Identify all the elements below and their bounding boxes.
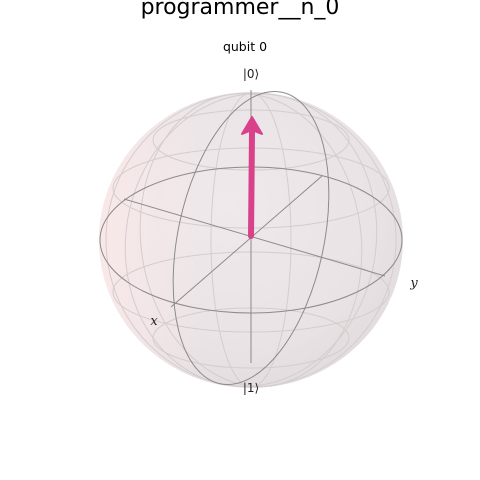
qubit-label: qubit 0 — [223, 39, 267, 54]
y-axis-label: y — [409, 276, 418, 291]
bloch-sphere — [99, 90, 403, 388]
state-vector-shaft — [248, 129, 255, 239]
meridian-circle — [172, 90, 330, 386]
north-pole-label: |0⟩ — [243, 67, 259, 81]
figure-title: programmer__n_0 — [141, 0, 340, 20]
state-vector-head — [241, 116, 263, 135]
y-axis-line — [123, 198, 386, 277]
state-vector-arrow — [241, 116, 263, 239]
x-axis-label: x — [150, 314, 158, 329]
south-pole-label: |1⟩ — [243, 381, 259, 395]
x-axis-line — [170, 175, 323, 308]
